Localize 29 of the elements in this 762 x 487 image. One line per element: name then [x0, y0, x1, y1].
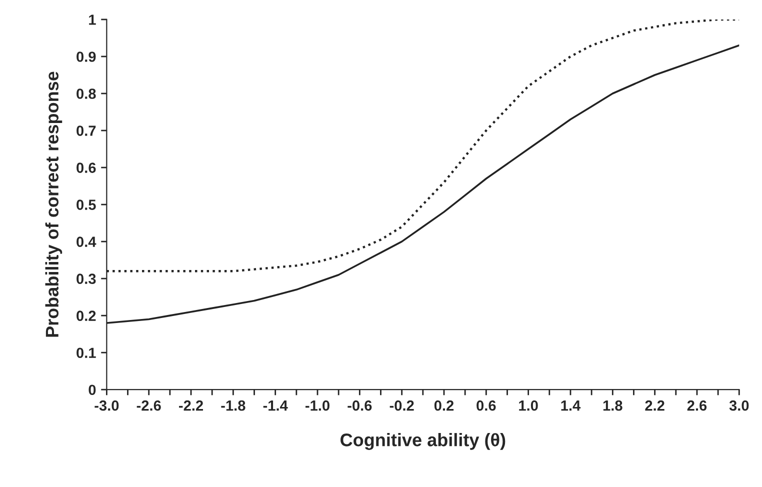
y-tick-label: 1 [89, 14, 96, 25]
x-axis-title: Cognitive ability (θ) [340, 433, 506, 450]
y-tick-label: 0.3 [76, 274, 96, 284]
y-tick-label: 0.2 [76, 310, 96, 322]
x-tick-label: 3.0 [729, 400, 749, 411]
y-tick-label: 0.1 [76, 348, 96, 358]
y-tick-label: 0.8 [76, 88, 96, 99]
x-tick-label: 1.8 [603, 400, 622, 411]
x-tick-label: -1.4 [263, 400, 288, 411]
x-tick-label: 2.2 [645, 400, 664, 411]
y-axis-title: Probability of correct response [45, 72, 62, 337]
x-tick-label: 1.0 [519, 400, 538, 411]
x-tick-label: -2.2 [179, 400, 203, 411]
x-tick-label: -1.8 [221, 400, 246, 411]
y-tick-label: 0.9 [76, 52, 96, 62]
x-tick-label: 0.6 [476, 400, 496, 411]
x-tick-label: -0.2 [390, 400, 414, 411]
x-tick-label: 0.2 [434, 400, 454, 411]
x-tick-label: 1.4 [561, 400, 581, 411]
x-tick-label: -0.6 [348, 400, 372, 411]
y-tick-label: 0 [88, 384, 96, 396]
x-tick-label: -3.0 [94, 400, 119, 411]
y-tick-label: 0.7 [76, 126, 96, 136]
y-tick-label: 0.5 [76, 200, 96, 210]
x-tick-label: -1.0 [306, 400, 330, 411]
y-tick-label: 0.4 [76, 236, 96, 247]
y-tick-label: 0.6 [76, 162, 96, 173]
x-tick-label: -2.6 [136, 400, 161, 411]
x-tick-label: 2.6 [687, 400, 707, 411]
